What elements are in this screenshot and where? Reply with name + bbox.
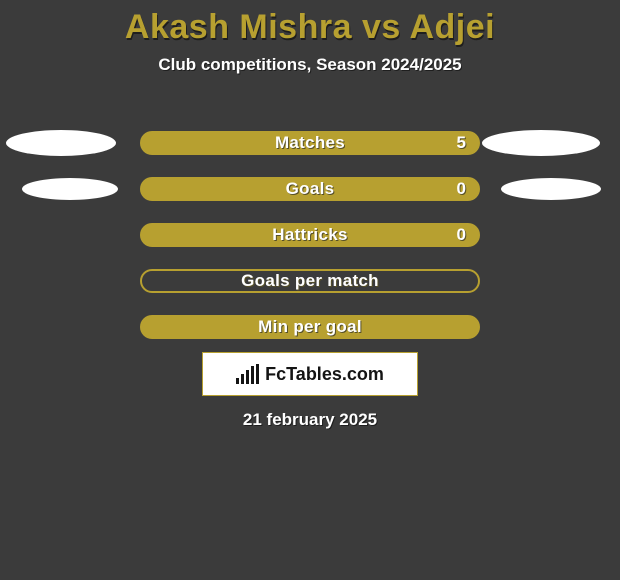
stat-label: Goals — [286, 179, 335, 199]
decorative-ellipse-left — [6, 130, 116, 156]
decorative-ellipse-right — [501, 178, 601, 200]
stat-bar: Goals 0 — [140, 177, 480, 201]
page-title: Akash Mishra vs Adjei — [0, 0, 620, 47]
stat-bar: Min per goal — [140, 315, 480, 339]
subtitle: Club competitions, Season 2024/2025 — [0, 55, 620, 75]
stat-label: Goals per match — [241, 271, 379, 291]
stat-label: Min per goal — [258, 317, 362, 337]
stat-bar: Matches 5 — [140, 131, 480, 155]
stat-rows: Matches 5 Goals 0 Hattricks 0 Goals per match M… — [0, 120, 620, 350]
infographic-canvas: Akash Mishra vs Adjei Club competitions,… — [0, 0, 620, 580]
stat-row: Goals 0 — [0, 166, 620, 212]
source-badge-text: FcTables.com — [265, 364, 384, 385]
stat-row: Min per goal — [0, 304, 620, 350]
stat-value: 0 — [457, 225, 466, 245]
logo-bars-icon — [236, 364, 259, 384]
stat-label: Matches — [275, 133, 345, 153]
stat-row: Hattricks 0 — [0, 212, 620, 258]
stat-value: 0 — [457, 179, 466, 199]
stat-row: Matches 5 — [0, 120, 620, 166]
stat-label: Hattricks — [272, 225, 347, 245]
stat-row: Goals per match — [0, 258, 620, 304]
source-badge: FcTables.com — [202, 352, 418, 396]
decorative-ellipse-left — [22, 178, 118, 200]
decorative-ellipse-right — [482, 130, 600, 156]
stat-bar: Hattricks 0 — [140, 223, 480, 247]
stat-bar: Goals per match — [140, 269, 480, 293]
date-line: 21 february 2025 — [243, 410, 377, 430]
stat-value: 5 — [457, 133, 466, 153]
